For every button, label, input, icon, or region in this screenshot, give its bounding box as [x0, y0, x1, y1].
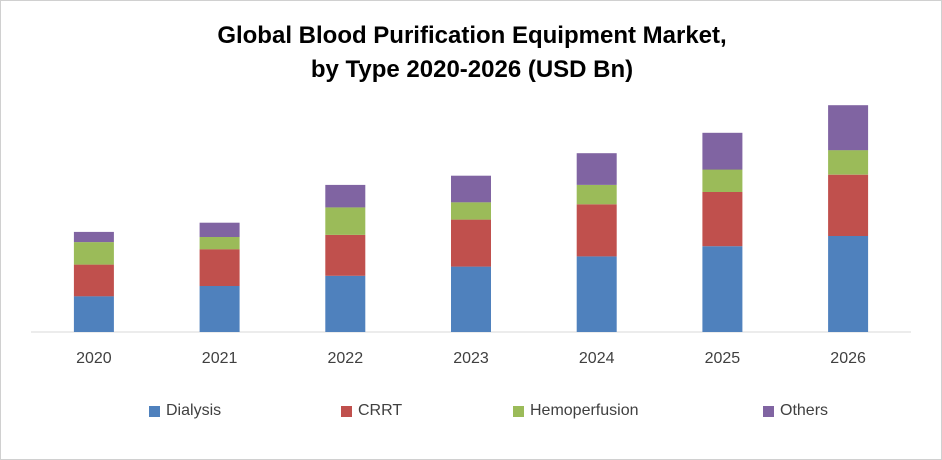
- chart-title-line1: Global Blood Purification Equipment Mark…: [217, 22, 727, 49]
- bar-segment-dialysis-2024: [576, 256, 617, 332]
- x-tick-label: 2023: [453, 350, 489, 367]
- chart-subtitle: by Type 2020-2026 (USD Bn): [310, 56, 634, 83]
- legend-item-crrt: CRRT: [341, 399, 402, 423]
- bar-segment-hemoperfusion-2023: [451, 202, 491, 220]
- bar-segment-others-2020: [73, 231, 114, 243]
- bar-segment-crrt-2024: [576, 204, 617, 257]
- bar-segment-crrt-2020: [73, 264, 114, 297]
- legend-swatch: [341, 405, 352, 417]
- x-tick-label: 2020: [76, 350, 112, 367]
- bar-segment-others-2026: [828, 105, 869, 151]
- bar-segment-hemoperfusion-2022: [325, 207, 366, 235]
- legend-swatch: [149, 405, 160, 417]
- legend-swatch: [763, 405, 774, 417]
- legend-label: Dialysis: [166, 402, 222, 419]
- bar-segment-others-2024: [576, 153, 617, 185]
- bar-segment-dialysis-2020: [73, 296, 114, 332]
- x-tick-labels: 2020 2021 2022 2023 2024 2025 2026: [76, 350, 866, 367]
- bars-group: [73, 105, 869, 332]
- bar-segment-dialysis-2025: [702, 246, 743, 332]
- bar-segment-others-2022: [325, 184, 366, 208]
- bar-segment-crrt-2026: [828, 174, 869, 236]
- x-tick-label: 2025: [705, 350, 741, 367]
- bar-segment-others-2023: [451, 175, 491, 203]
- x-tick-label: 2021: [202, 350, 238, 367]
- legend-item-dialysis: Dialysis: [149, 399, 221, 423]
- bar-segment-others-2025: [702, 132, 743, 170]
- bar-segment-dialysis-2021: [199, 286, 240, 332]
- legend-label: Hemoperfusion: [530, 402, 639, 419]
- legend-label: CRRT: [358, 402, 403, 419]
- bar-segment-hemoperfusion-2024: [576, 184, 617, 205]
- bar-segment-crrt-2025: [702, 192, 743, 247]
- legend-swatch: [513, 405, 524, 417]
- bar-segment-dialysis-2022: [325, 275, 366, 332]
- legend-item-others: Others: [763, 399, 828, 423]
- bar-segment-hemoperfusion-2021: [199, 237, 240, 250]
- bar-segment-hemoperfusion-2026: [828, 150, 869, 175]
- bar-segment-others-2021: [199, 222, 240, 237]
- x-tick-label: 2022: [328, 350, 364, 367]
- x-tick-label: 2024: [579, 350, 615, 367]
- bar-segment-crrt-2021: [199, 249, 240, 286]
- bar-segment-hemoperfusion-2025: [702, 169, 743, 192]
- bar-segment-crrt-2023: [451, 219, 491, 267]
- x-tick-label: 2026: [830, 350, 866, 367]
- bar-segment-dialysis-2023: [451, 266, 491, 332]
- legend-item-hemoperfusion: Hemoperfusion: [513, 399, 639, 423]
- bar-segment-crrt-2022: [325, 234, 366, 276]
- bar-segment-dialysis-2026: [828, 236, 869, 332]
- legend: Dialysis CRRT Hemoperfusion Others: [1, 399, 942, 423]
- legend-label: Others: [780, 402, 829, 419]
- bar-segment-hemoperfusion-2020: [73, 242, 114, 265]
- chart-title: Global Blood Purification Equipment Mark…: [1, 19, 942, 87]
